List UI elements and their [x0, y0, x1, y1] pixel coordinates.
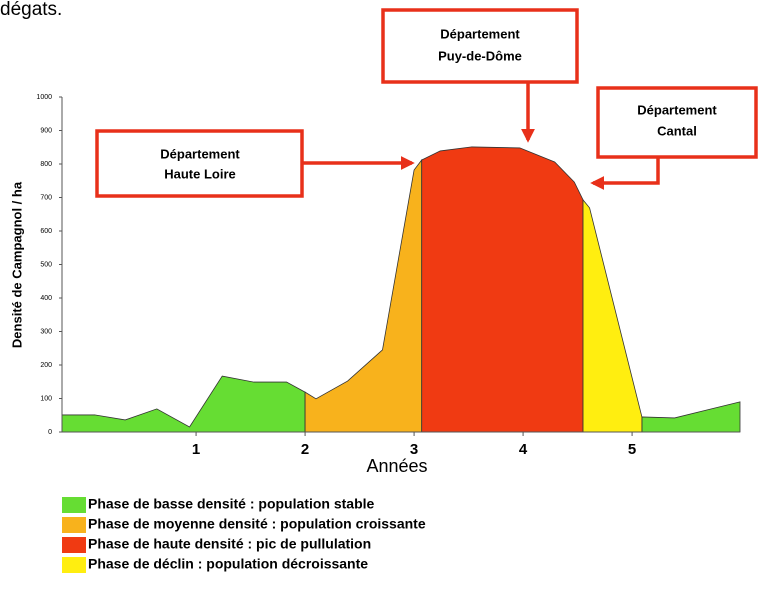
legend-label: Phase de haute densité : pic de pullulat…: [88, 536, 371, 552]
y-tick-label: 100: [40, 395, 52, 402]
x-tick-label: 5: [628, 441, 636, 458]
y-tick-label: 900: [40, 127, 52, 134]
legend-swatch: [62, 557, 86, 573]
area: [421, 146, 584, 433]
legend-swatch: [62, 517, 86, 533]
plot-area: [61, 146, 741, 433]
y-tick-label: 1000: [36, 94, 52, 101]
y-tick-label: 200: [40, 362, 52, 369]
legend-label: Phase de basse densité : population stab…: [88, 496, 375, 512]
callout-box: [95, 129, 304, 198]
legend-label: Phase de moyenne densité : population cr…: [88, 516, 426, 532]
callout-text: Haute Loire: [164, 166, 236, 181]
x-tick-label: 1: [192, 441, 200, 458]
x-tick-label: 3: [410, 441, 418, 458]
callout-text: Département: [637, 102, 717, 117]
arrow: [590, 157, 660, 190]
callout-text: Cantal: [657, 123, 697, 138]
y-axis-label: Densité de Campagnol / ha: [9, 181, 24, 348]
callout-box: [381, 8, 579, 84]
callout-box: [596, 86, 758, 159]
x-tick-label: 2: [301, 441, 309, 458]
y-tick-label: 0: [48, 429, 52, 436]
y-tick-label: 800: [40, 161, 52, 168]
legend-label: Phase de déclin : population décroissant…: [88, 556, 368, 572]
x-tick-label: 4: [519, 441, 528, 458]
y-tick-label: 600: [40, 228, 52, 235]
legend-swatch: [62, 537, 86, 553]
callout-text: Département: [160, 146, 240, 161]
x-axis-label: Années: [366, 456, 427, 476]
caption: dégats.: [0, 0, 62, 20]
callout-text: Puy-de-Dôme: [438, 48, 522, 63]
y-tick-label: 500: [40, 261, 52, 268]
area: [582, 198, 643, 433]
legend-swatch: [62, 497, 86, 513]
area: [304, 158, 423, 433]
y-tick-label: 700: [40, 194, 52, 201]
y-tick-label: 400: [40, 295, 52, 302]
callout-text: Département: [440, 26, 520, 41]
y-tick-label: 300: [40, 328, 52, 335]
